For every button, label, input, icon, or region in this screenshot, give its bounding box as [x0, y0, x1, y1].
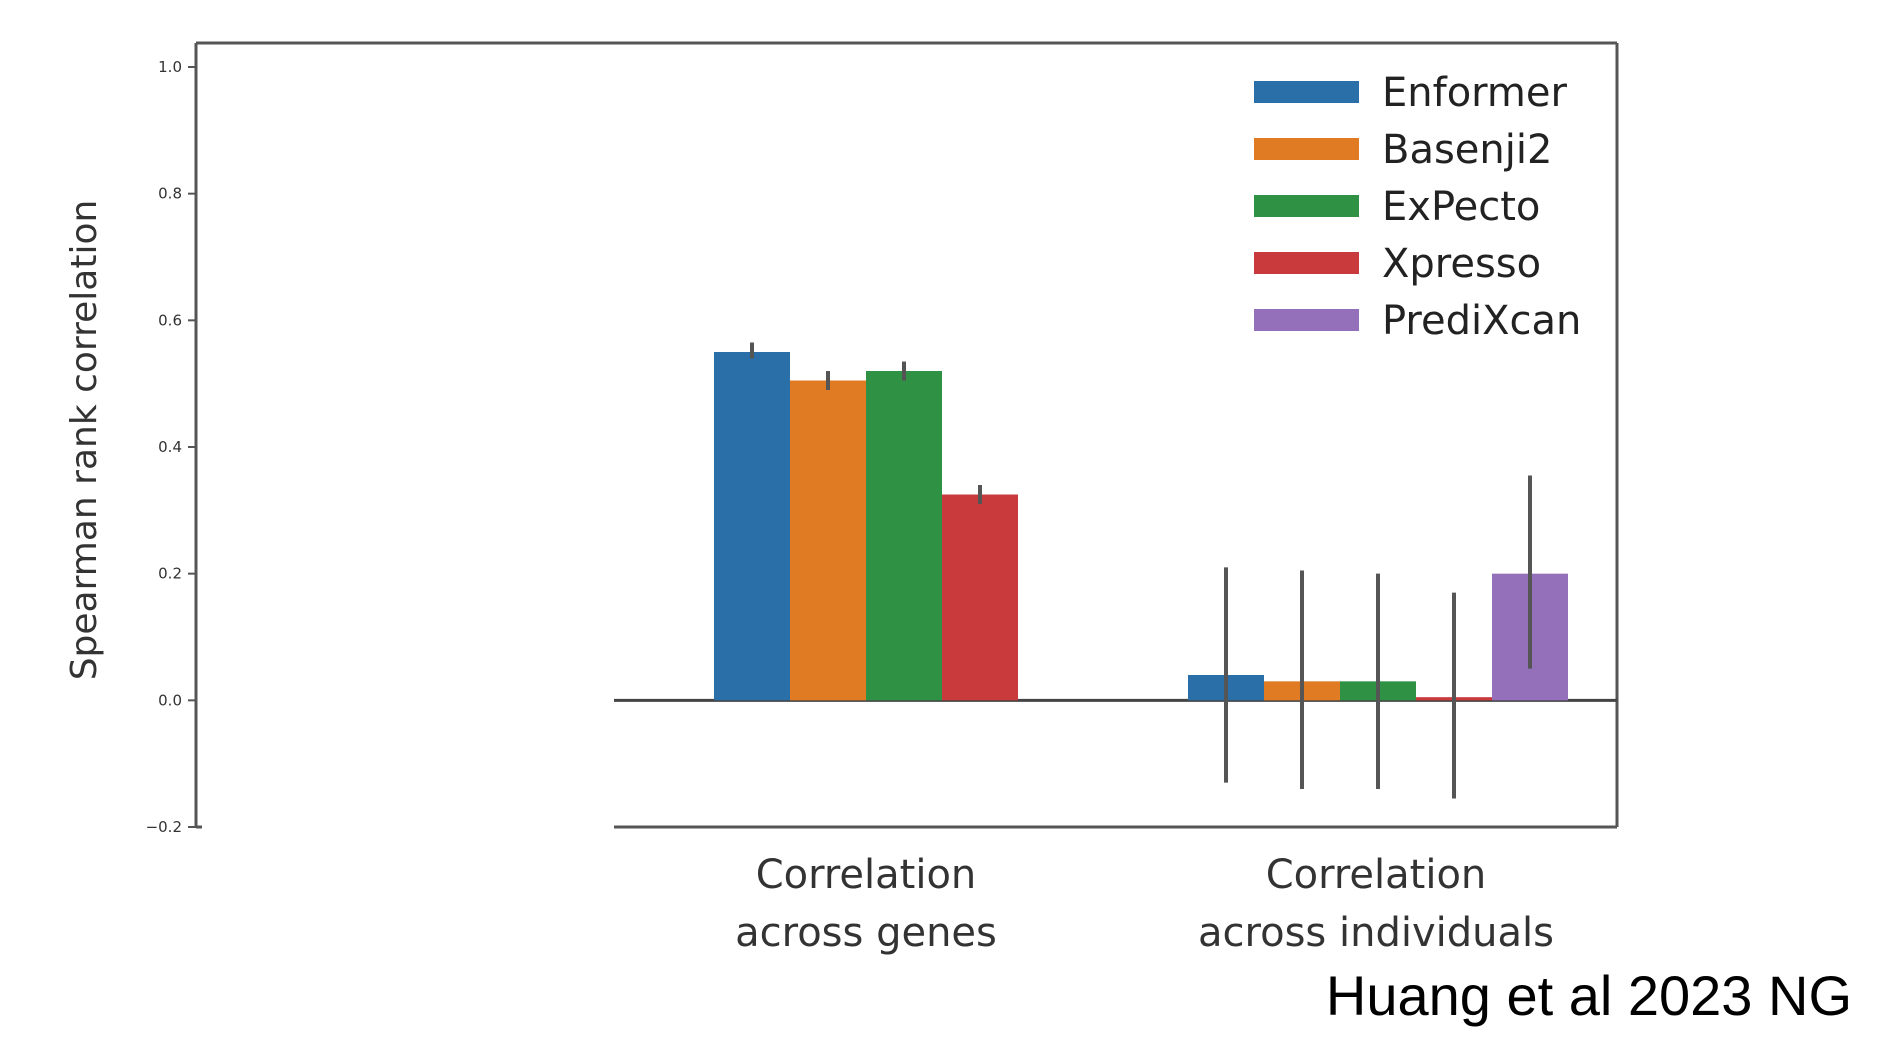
category-label-1: across individuals	[1198, 910, 1554, 956]
bar-expecto-0	[866, 371, 942, 701]
citation: Huang et al 2023 NG	[1325, 964, 1852, 1027]
y-tick-label: −0.2	[146, 818, 182, 836]
bar-enformer-0	[714, 352, 790, 701]
legend-label-enformer: Enformer	[1382, 70, 1567, 116]
legend-label-predixcan: PrediXcan	[1382, 298, 1581, 344]
y-tick-label: 0.4	[158, 438, 182, 456]
category-label-1: Correlation	[1266, 852, 1487, 898]
y-axis-label: Spearman rank correlation	[64, 200, 105, 681]
category-label-0: across genes	[735, 910, 997, 956]
legend-label-basenji2: Basenji2	[1382, 127, 1552, 173]
legend-swatch-basenji2	[1254, 138, 1359, 160]
y-tick-label: 0.0	[158, 691, 182, 709]
y-tick-label: 0.8	[158, 185, 182, 203]
legend-label-xpresso: Xpresso	[1382, 241, 1541, 287]
legend-swatch-expecto	[1254, 195, 1359, 217]
y-tick-label: 1.0	[158, 58, 182, 76]
bars	[714, 352, 1568, 701]
bar-xpresso-0	[942, 494, 1018, 701]
legend-swatch-xpresso	[1254, 252, 1359, 274]
y-tick-label: 0.2	[158, 565, 182, 583]
legend-label-expecto: ExPecto	[1382, 184, 1540, 230]
legend: Enformer Basenji2 ExPecto Xpresso PrediXcan	[1254, 70, 1581, 344]
legend-swatch-enformer	[1254, 81, 1359, 103]
legend-swatch-predixcan	[1254, 309, 1359, 331]
y-axis: 1.0 0.8 0.6 0.4 0.2 0.0 −0.2	[146, 43, 198, 836]
error-bars	[750, 342, 1532, 799]
category-label-0: Correlation	[756, 852, 977, 898]
category-labels: Correlation across genes Correlation across…	[735, 852, 1554, 956]
bar-basenji2-0	[790, 380, 866, 701]
y-tick-label: 0.6	[158, 311, 182, 329]
